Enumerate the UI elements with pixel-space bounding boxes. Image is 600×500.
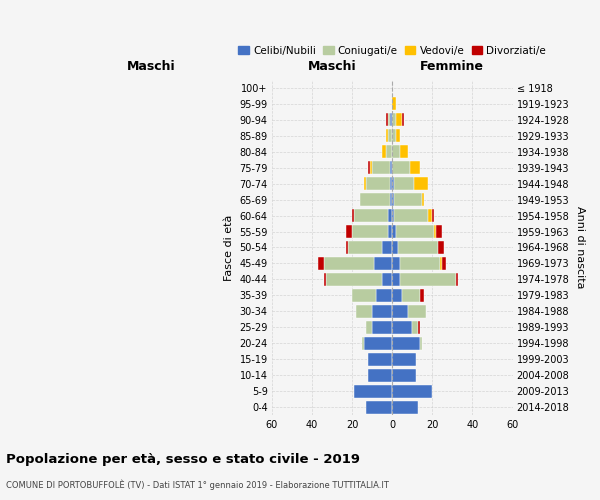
Bar: [368, 368, 392, 382]
Bar: [440, 257, 442, 270]
Bar: [392, 241, 398, 254]
Bar: [386, 113, 388, 126]
Bar: [422, 193, 424, 206]
Bar: [318, 257, 324, 270]
Bar: [374, 257, 392, 270]
Bar: [439, 241, 445, 254]
Text: Maschi: Maschi: [308, 60, 356, 73]
Bar: [396, 129, 400, 142]
Bar: [372, 305, 392, 318]
Bar: [392, 400, 418, 413]
Y-axis label: Anni di nascita: Anni di nascita: [575, 206, 585, 288]
Bar: [354, 384, 392, 398]
Bar: [428, 209, 432, 222]
Text: Popolazione per età, sesso e stato civile - 2019: Popolazione per età, sesso e stato civil…: [6, 452, 360, 466]
Bar: [392, 209, 394, 222]
Bar: [386, 129, 388, 142]
Bar: [392, 161, 410, 174]
Bar: [396, 113, 402, 126]
Y-axis label: Fasce di età: Fasce di età: [224, 214, 234, 280]
Bar: [386, 145, 392, 158]
Bar: [392, 368, 416, 382]
Bar: [352, 289, 376, 302]
Bar: [442, 257, 446, 270]
Bar: [370, 161, 372, 174]
Bar: [394, 209, 428, 222]
Bar: [392, 177, 394, 190]
Bar: [392, 225, 396, 238]
Bar: [324, 257, 374, 270]
Bar: [400, 273, 457, 286]
Bar: [410, 161, 420, 174]
Bar: [372, 161, 390, 174]
Bar: [392, 193, 394, 206]
Bar: [394, 193, 422, 206]
Bar: [392, 145, 400, 158]
Bar: [414, 177, 428, 190]
Text: Maschi: Maschi: [127, 60, 176, 73]
Bar: [390, 113, 392, 126]
Bar: [390, 193, 392, 206]
Bar: [398, 241, 439, 254]
Bar: [392, 336, 420, 350]
Bar: [382, 145, 386, 158]
Bar: [434, 225, 436, 238]
Bar: [382, 241, 392, 254]
Bar: [392, 129, 396, 142]
Bar: [376, 289, 392, 302]
Legend: Celibi/Nubili, Coniugati/e, Vedovi/e, Divorziati/e: Celibi/Nubili, Coniugati/e, Vedovi/e, Di…: [234, 42, 550, 60]
Bar: [392, 321, 412, 334]
Bar: [356, 305, 372, 318]
Bar: [364, 336, 392, 350]
Bar: [368, 161, 370, 174]
Bar: [366, 400, 392, 413]
Bar: [436, 225, 442, 238]
Bar: [346, 241, 348, 254]
Bar: [392, 352, 416, 366]
Bar: [346, 225, 352, 238]
Bar: [402, 289, 420, 302]
Bar: [364, 177, 366, 190]
Bar: [324, 273, 326, 286]
Bar: [360, 193, 390, 206]
Bar: [388, 209, 392, 222]
Bar: [408, 305, 426, 318]
Bar: [402, 113, 404, 126]
Bar: [352, 225, 388, 238]
Bar: [388, 225, 392, 238]
Bar: [392, 257, 400, 270]
Bar: [362, 336, 364, 350]
Bar: [392, 384, 432, 398]
Bar: [366, 321, 372, 334]
Bar: [366, 177, 390, 190]
Bar: [392, 273, 400, 286]
Bar: [394, 177, 414, 190]
Text: COMUNE DI PORTOBUFFOLÈ (TV) - Dati ISTAT 1° gennaio 2019 - Elaborazione TUTTITAL: COMUNE DI PORTOBUFFOLÈ (TV) - Dati ISTAT…: [6, 480, 389, 490]
Bar: [352, 209, 354, 222]
Bar: [396, 225, 434, 238]
Bar: [392, 97, 396, 110]
Bar: [400, 145, 408, 158]
Bar: [372, 321, 392, 334]
Bar: [420, 289, 424, 302]
Bar: [388, 113, 390, 126]
Bar: [400, 257, 440, 270]
Bar: [392, 113, 396, 126]
Bar: [418, 321, 420, 334]
Bar: [457, 273, 458, 286]
Bar: [348, 241, 382, 254]
Bar: [392, 289, 402, 302]
Bar: [420, 336, 422, 350]
Bar: [390, 177, 392, 190]
Bar: [390, 161, 392, 174]
Bar: [354, 209, 388, 222]
Bar: [382, 273, 392, 286]
Bar: [412, 321, 418, 334]
Bar: [388, 129, 392, 142]
Bar: [392, 305, 408, 318]
Text: Femmine: Femmine: [421, 60, 484, 73]
Bar: [326, 273, 382, 286]
Bar: [368, 352, 392, 366]
Bar: [432, 209, 434, 222]
